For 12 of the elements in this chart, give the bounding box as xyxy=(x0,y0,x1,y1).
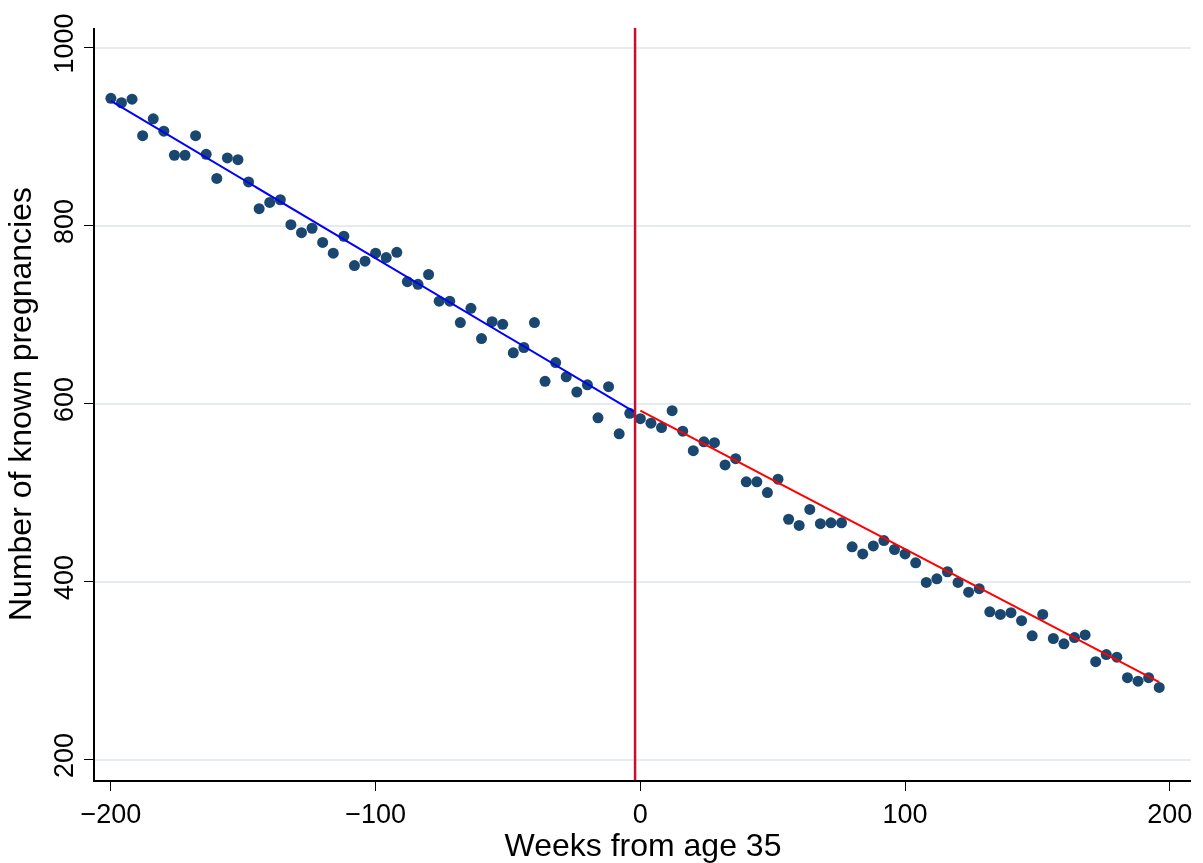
x-tick-label: 100 xyxy=(882,799,928,830)
y-tick-label: 600 xyxy=(49,376,80,423)
x-tick-label: 200 xyxy=(1147,799,1193,830)
y-axis-title: Number of known pregnancies xyxy=(2,186,39,622)
y-tick-label: 200 xyxy=(49,732,80,779)
y-tick-label: 1000 xyxy=(49,13,80,74)
x-tick-label: 0 xyxy=(632,799,648,830)
y-tick-label: 400 xyxy=(49,554,80,601)
x-axis-title: Weeks from age 35 xyxy=(504,827,782,863)
x-tick-label: −200 xyxy=(80,799,142,830)
x-tick-label: −100 xyxy=(345,799,407,830)
y-tick-label: 800 xyxy=(49,198,80,245)
